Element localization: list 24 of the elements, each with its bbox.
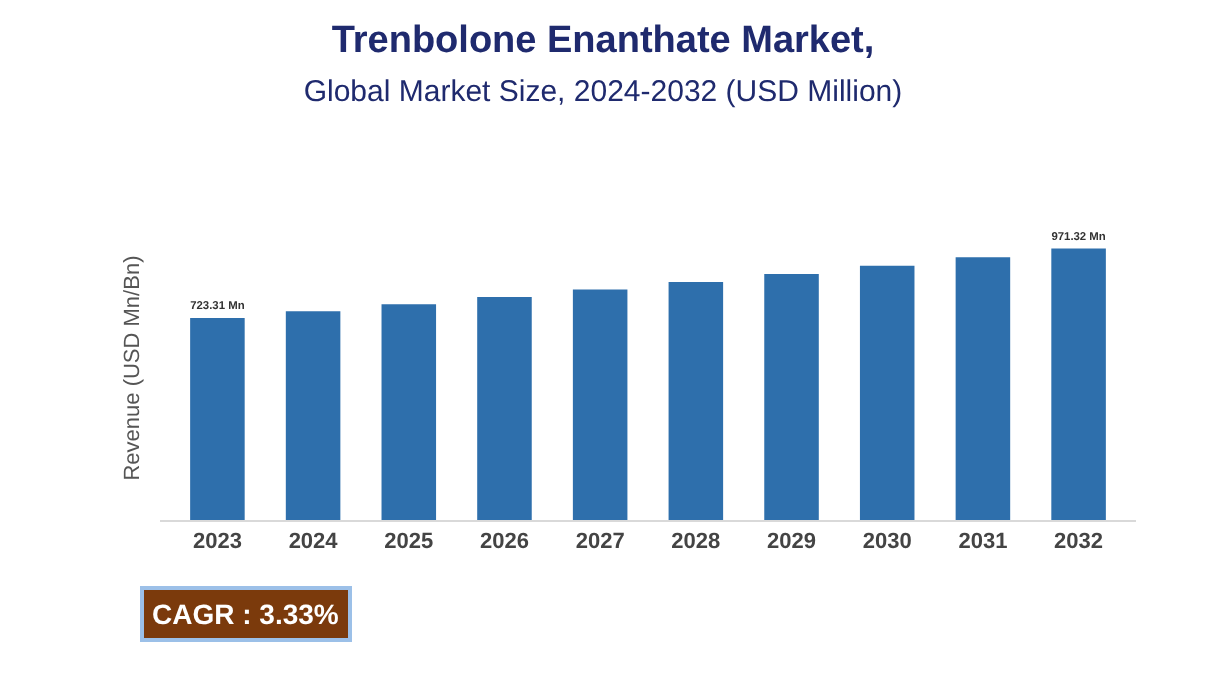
x-tick-label: 2025 <box>384 530 434 555</box>
bar <box>381 304 437 520</box>
x-tick-label: 2024 <box>288 530 340 555</box>
x-tick-label: 2027 <box>575 530 625 555</box>
bar <box>477 297 532 520</box>
x-tick-label: 2030 <box>862 530 912 555</box>
chart-title: Trenbolone Enanthate Market, <box>331 19 875 62</box>
bar <box>859 265 915 520</box>
bar <box>668 281 724 520</box>
chart-subtitle: Global Market Size, 2024-2032 (USD Million) <box>303 75 903 110</box>
x-tick-label: 2026 <box>480 530 529 555</box>
x-tick-label: 2032 <box>1054 530 1104 555</box>
bar <box>572 289 628 520</box>
x-tick-label: 2028 <box>671 530 721 555</box>
x-tick-label: 2029 <box>767 530 816 555</box>
bar <box>955 257 1011 520</box>
bar <box>190 317 245 520</box>
x-tick-label: 2031 <box>958 530 1008 555</box>
bar <box>1051 248 1106 520</box>
y-axis-title: Revenue (USD Mn/Bn) <box>121 255 146 481</box>
bar <box>764 274 819 520</box>
text: CAGR : 3.33% <box>152 598 340 630</box>
x-tick-label: 2023 <box>192 530 242 555</box>
bar <box>285 311 341 520</box>
